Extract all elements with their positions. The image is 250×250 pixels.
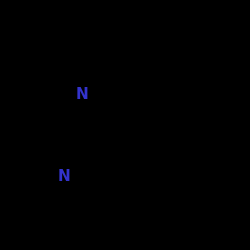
- Text: N: N: [76, 87, 88, 102]
- Text: N: N: [58, 169, 70, 184]
